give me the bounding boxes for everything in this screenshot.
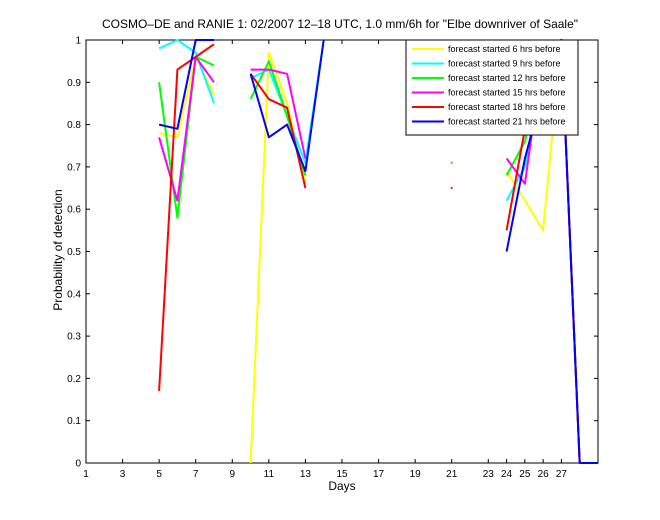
legend-label: forecast started 6 hrs before [448, 44, 561, 54]
y-tick-label: 0.5 [67, 247, 81, 258]
x-tick-label: 9 [230, 469, 236, 480]
y-tick-label: 1 [75, 36, 81, 47]
y-tick-label: 0.8 [67, 120, 81, 131]
series-line [158, 55, 215, 202]
legend-box [405, 39, 579, 136]
chart-title: COSMO–DE and RANIE 1: 02/2007 12–18 UTC,… [102, 17, 578, 31]
x-tick-label: 7 [193, 469, 199, 480]
x-tick-label: 24 [501, 469, 513, 480]
y-axis-label: Probability of detection [51, 189, 65, 310]
series-line [250, 68, 307, 159]
x-tick-label: 27 [556, 469, 568, 480]
x-tick-label: 5 [156, 469, 162, 480]
y-tick-label: 0.2 [67, 374, 81, 385]
x-axis-label: Days [328, 479, 355, 493]
x-tick-label: 3 [120, 469, 126, 480]
y-tick-label: 0.4 [67, 289, 81, 300]
x-tick-label: 1 [83, 469, 89, 480]
x-tick-label: 17 [373, 469, 385, 480]
y-tick-label: 0 [75, 459, 81, 470]
legend-label: forecast started 15 hrs before [448, 88, 566, 98]
x-tick-label: 19 [410, 469, 422, 480]
x-tick-label: 15 [336, 469, 348, 480]
y-tick-label: 0.9 [67, 78, 81, 89]
legend-label: forecast started 12 hrs before [448, 73, 566, 83]
series-line [158, 39, 214, 130]
x-tick-label: 25 [519, 469, 531, 480]
y-tick-label: 0.1 [67, 416, 81, 427]
series-line [158, 39, 215, 104]
legend: forecast started 6 hrs before forecast st… [405, 39, 579, 136]
y-tick-label: 0.3 [67, 332, 81, 343]
x-tick-label: 23 [483, 469, 495, 480]
x-tick-label: 26 [538, 469, 550, 480]
series-line [158, 55, 215, 219]
legend-label: forecast started 21 hrs before [448, 117, 566, 127]
legend-label: forecast started 18 hrs before [448, 102, 566, 112]
y-tick-label: 0.7 [67, 162, 81, 173]
legend-label: forecast started 9 hrs before [448, 59, 561, 69]
series-line [249, 39, 325, 173]
y-axis-ticks: 0 0.1 0.2 0.3 0.4 0.5 0.6 0.7 0.8 0.9 1 [67, 36, 598, 470]
x-tick-label: 13 [300, 469, 312, 480]
series-line [158, 43, 215, 392]
y-tick-label: 0.6 [67, 205, 81, 216]
x-tick-label: 11 [264, 469, 275, 480]
x-tick-label: 21 [446, 469, 458, 480]
